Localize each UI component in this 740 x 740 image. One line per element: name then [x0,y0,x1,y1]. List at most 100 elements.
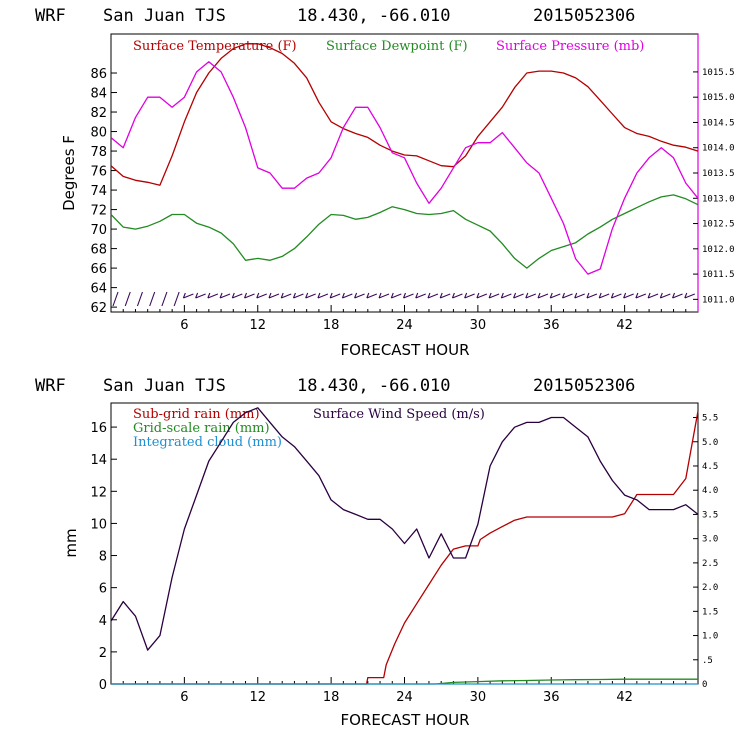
wind-barb [292,292,304,299]
bottom-y-axis-label: mm [62,528,80,557]
wind-barb [561,292,573,299]
wind-barb [598,292,610,299]
bottom-header-model: WRF [35,376,66,396]
wind-barb [207,292,219,299]
bottom-y2-tick-label: 2.5 [702,559,718,569]
top-y-tick-label: 64 [90,282,107,297]
top-series-line [110,194,699,269]
top-header-run: 2015052306 [533,6,635,26]
top-y2-tick-label: 1011.0 [702,295,735,305]
wind-barb [549,292,561,299]
bottom-y2-tick-label: 5.5 [702,414,718,424]
wind-barb [268,292,280,299]
top-x-tick-label: 18 [323,318,340,333]
bottom-y2-tick-label: .5 [702,656,713,666]
bottom-y2-tick-label: 3.0 [702,535,718,545]
wind-barb [537,292,549,299]
bottom-series-line [111,410,699,685]
wind-barb [476,292,488,299]
top-y-axis-label: Degrees F [60,135,78,211]
bottom-y2-tick-label: 0 [702,680,707,690]
top-y2-tick-label: 1014.0 [702,144,735,154]
top-y2-tick-label: 1015.0 [702,93,735,103]
bottom-series-line [111,678,698,685]
wind-barb [635,292,647,299]
top-x-tick-label: 42 [616,318,633,333]
wind-barb [684,292,695,299]
bottom-x-tick-label: 6 [180,690,188,705]
top-plot-frame [110,33,699,313]
wind-barb [647,292,659,299]
wind-barb [623,292,634,299]
wind-barb [329,292,341,299]
bottom-y2-tick-label: 1.0 [702,632,718,642]
bottom-series [110,407,699,685]
top-x-tick-label: 30 [470,318,487,333]
wind-barb [378,292,390,299]
wind-barb [317,292,329,299]
top-y-tick-label: 86 [90,67,107,82]
wind-barb [610,292,622,299]
wind-barb [280,292,292,299]
wind-barb [574,292,585,299]
bottom-header-run: 2015052306 [533,376,635,396]
wind-barb [231,292,243,299]
legend-temperature: Surface Temperature (F) [133,39,297,54]
top-y-tick-label: 76 [90,165,107,180]
bottom-header-site: San Juan TJS [103,376,226,396]
bottom-x-tick-label: 42 [616,690,633,705]
top-y-tick-label: 70 [90,223,107,238]
bottom-y2-tick-label: 1.5 [702,607,718,617]
top-panel: WRF San Juan TJS 18.430, -66.010 2015052… [35,6,735,359]
bottom-y-tick-label: 10 [90,517,107,532]
top-series-line [110,43,699,186]
bottom-y-tick-label: 14 [90,453,107,468]
wind-barb [415,292,426,299]
top-y2-tick-label: 1013.5 [702,169,735,179]
legend-dewpoint: Surface Dewpoint (F) [326,39,468,54]
wind-barbs [112,291,695,307]
top-x-axis-label: FORECAST HOUR [340,341,469,359]
wind-barb [161,291,168,307]
wind-barb [402,292,414,299]
bottom-y2-tick-label: 3.5 [702,510,718,520]
wind-barb [136,291,143,307]
wind-barb [366,292,378,299]
top-x-tick-label: 24 [396,318,413,333]
top-axes: 6 12 18 24 30 36 42 62 64 66 68 70 72 74 76 78 80 82 84 86 1… [90,67,734,333]
legend-subgrid-rain: Sub-grid rain (mm) [133,407,260,422]
top-x-tick-label: 6 [180,318,188,333]
bottom-x-tick-label: 36 [543,690,560,705]
top-header-site: San Juan TJS [103,6,226,26]
wind-barb [427,292,439,299]
top-y-tick-label: 62 [90,301,107,316]
wind-barb [195,292,206,299]
wind-barb [112,291,119,307]
bottom-x-axis-label: FORECAST HOUR [340,711,469,729]
wind-barb [354,292,365,299]
top-y2-tick-label: 1012.5 [702,220,735,230]
wind-barb [305,292,316,299]
wind-barb [586,292,598,299]
bottom-header-coords: 18.430, -66.010 [297,376,451,396]
top-y2-tick-label: 1011.5 [702,270,735,280]
top-y2-tick-label: 1015.5 [702,68,735,78]
bottom-y2-tick-label: 4.0 [702,486,718,496]
wind-barb [525,292,536,299]
top-x-tick-label: 36 [543,318,560,333]
bottom-y-tick-label: 12 [90,485,107,500]
wind-barb [451,292,463,299]
wind-barb [244,292,255,299]
bottom-y-tick-label: 6 [99,582,107,597]
wind-barb [464,292,475,299]
top-y-tick-label: 80 [90,126,107,141]
bottom-y2-tick-label: 5.0 [702,438,718,448]
legend-gridscale-rain: Grid-scale rain (mm) [133,421,270,436]
top-y-tick-label: 68 [90,243,107,258]
bottom-x-tick-label: 18 [323,690,340,705]
wind-barb [124,291,131,307]
wind-barb [256,292,267,299]
bottom-y-tick-label: 2 [99,646,107,661]
top-series [110,43,699,275]
